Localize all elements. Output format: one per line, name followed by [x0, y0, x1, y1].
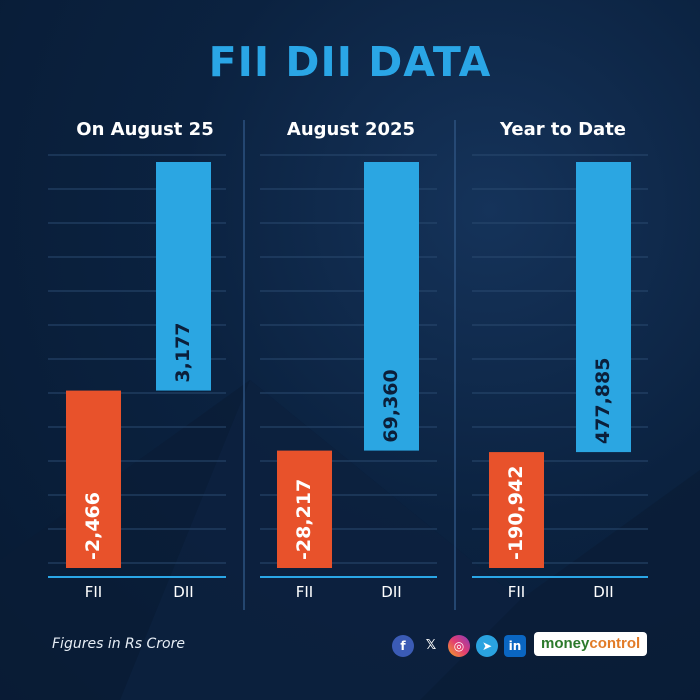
telegram-icon[interactable]: ➤ — [476, 635, 498, 657]
bar-fii — [489, 452, 544, 568]
bar-dii — [576, 162, 631, 453]
value-label-fii: -28,217 — [293, 479, 315, 560]
panel-title-on-august-25: On August 25 — [76, 119, 214, 140]
value-label-dii: 477,885 — [592, 358, 614, 445]
category-label-dii: DII — [381, 583, 401, 601]
value-label-dii: 69,360 — [380, 369, 402, 442]
facebook-icon[interactable]: f — [392, 635, 414, 657]
brand-logo: moneycontrol — [534, 632, 648, 656]
category-label-dii: DII — [593, 583, 613, 601]
footer-note: Figures in Rs Crore — [52, 636, 185, 652]
bar-dii — [156, 162, 211, 391]
category-label-dii: DII — [173, 583, 193, 601]
panel-title-august-2025: August 2025 — [286, 119, 416, 140]
bar-fii — [277, 450, 332, 568]
category-label-fii: FII — [85, 583, 102, 601]
category-label-fii: FII — [296, 583, 313, 601]
value-label-fii: -2,466 — [82, 492, 104, 560]
x-icon[interactable]: 𝕏 — [425, 638, 437, 653]
value-label-fii: -190,942 — [505, 466, 527, 560]
bar-fii — [66, 390, 121, 568]
instagram-icon[interactable]: ◎ — [448, 635, 470, 657]
panel-title-year-to-date: Year to Date — [499, 119, 627, 140]
value-label-dii: 3,177 — [172, 322, 194, 382]
linkedin-icon[interactable]: in — [504, 635, 526, 657]
category-label-fii: FII — [508, 583, 525, 601]
page-title: FII DII DATA — [208, 38, 492, 86]
bar-dii — [364, 162, 419, 451]
